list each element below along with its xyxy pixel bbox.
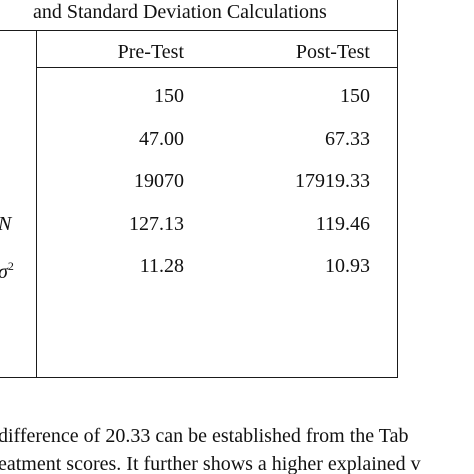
row-2-pre: 47.00 — [139, 128, 184, 150]
caption-rule — [0, 30, 398, 31]
table-caption: and Standard Deviation Calculations — [33, 1, 327, 23]
row-3-post: 17919.33 — [295, 170, 370, 192]
row-5-label-symbol: σ — [0, 261, 8, 283]
paragraph-line-2: eatment scores. It further shows a highe… — [0, 453, 421, 474]
label-column-divider — [36, 31, 37, 378]
row-5-post: 10.93 — [325, 255, 370, 277]
paragraph-line-1: difference of 20.33 can be established f… — [0, 425, 409, 447]
header-pre-test: Pre-Test — [117, 41, 184, 63]
row-4-post: 119.46 — [315, 213, 370, 235]
row-4-label: N — [0, 212, 11, 236]
row-3-pre: 19070 — [134, 170, 184, 192]
row-5-label: σ2 — [0, 254, 14, 284]
row-5-pre: 11.28 — [139, 255, 184, 277]
statistics-table — [0, 0, 398, 378]
row-2-post: 67.33 — [325, 128, 370, 150]
header-rule — [36, 67, 398, 68]
row-5-label-superscript: 2 — [7, 259, 14, 273]
row-4-pre: 127.13 — [129, 213, 184, 235]
row-1-pre: 150 — [154, 85, 184, 107]
header-post-test: Post-Test — [295, 41, 370, 63]
row-1-post: 150 — [340, 85, 370, 107]
